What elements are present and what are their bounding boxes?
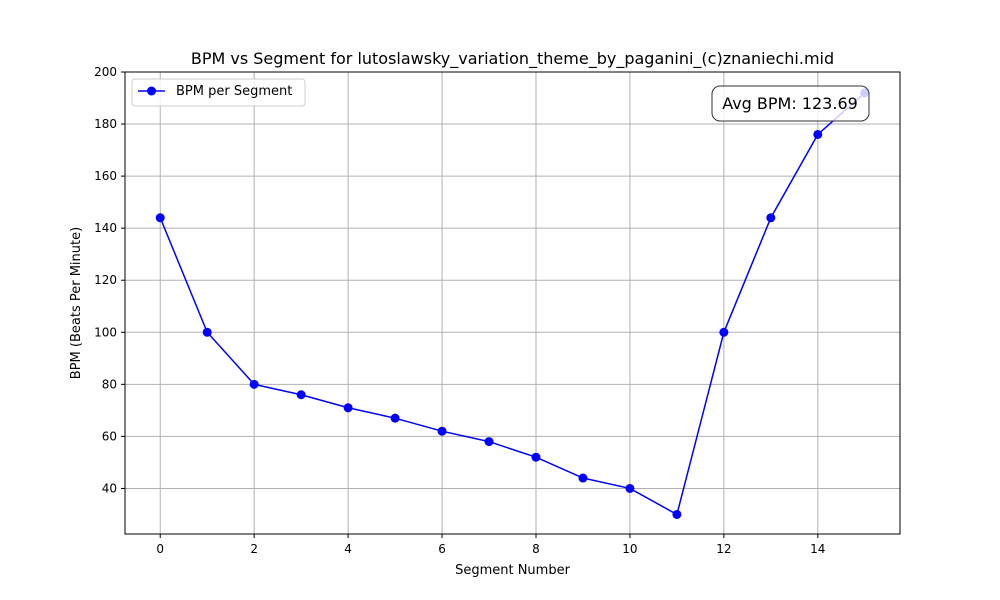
- data-point: [296, 390, 306, 400]
- data-point: [766, 213, 776, 223]
- legend: BPM per Segment: [131, 78, 306, 107]
- grid: [125, 71, 900, 534]
- ticks: 0 2 4 6 8 10 12 14 40 60 80 100 120 140 160 180 200: [94, 65, 825, 556]
- plot-frame: [124, 71, 901, 535]
- data-point: [672, 509, 682, 519]
- y-tick-label: 200: [94, 65, 117, 79]
- y-tick-label: 80: [102, 377, 117, 391]
- legend-label: BPM per Segment: [176, 84, 292, 99]
- x-tick-label: 14: [810, 542, 825, 556]
- y-tick-label: 160: [94, 169, 117, 183]
- avg-bpm-annotation: Avg BPM: 123.69: [711, 85, 870, 122]
- series-layer: [155, 88, 870, 519]
- chart-title: BPM vs Segment for lutoslawsky_variation…: [191, 49, 834, 69]
- x-tick-label: 8: [532, 542, 540, 556]
- data-point: [531, 452, 541, 462]
- legend-box: [131, 78, 306, 107]
- x-tick-label: 6: [438, 542, 446, 556]
- y-tick-label: 180: [94, 117, 117, 131]
- data-point: [202, 327, 212, 337]
- y-axis-title: BPM (Beats Per Minute): [69, 227, 84, 379]
- data-point: [813, 129, 823, 139]
- data-point: [155, 213, 165, 223]
- data-point: [625, 483, 635, 493]
- series-line: [159, 92, 866, 516]
- y-tick-label: 120: [94, 273, 117, 287]
- data-point: [719, 327, 729, 337]
- annotation-text: Avg BPM: 123.69: [722, 94, 858, 113]
- y-tick-label: 40: [102, 481, 117, 495]
- data-point: [437, 426, 447, 436]
- data-point: [578, 473, 588, 483]
- y-tick-label: 100: [94, 325, 117, 339]
- x-tick-label: 2: [250, 542, 258, 556]
- data-point: [249, 379, 259, 389]
- x-tick-label: 12: [716, 542, 731, 556]
- x-tick-label: 10: [622, 542, 637, 556]
- y-tick-label: 60: [102, 429, 117, 443]
- data-point: [390, 413, 400, 423]
- data-point: [484, 437, 494, 447]
- legend-marker-swatch: [147, 86, 156, 96]
- x-tick-label: 4: [344, 542, 352, 556]
- x-axis-title: Segment Number: [455, 563, 571, 578]
- annotation-box: [711, 85, 870, 122]
- y-tick-label: 140: [94, 221, 117, 235]
- x-tick-label: 0: [156, 542, 164, 556]
- data-point: [343, 403, 353, 413]
